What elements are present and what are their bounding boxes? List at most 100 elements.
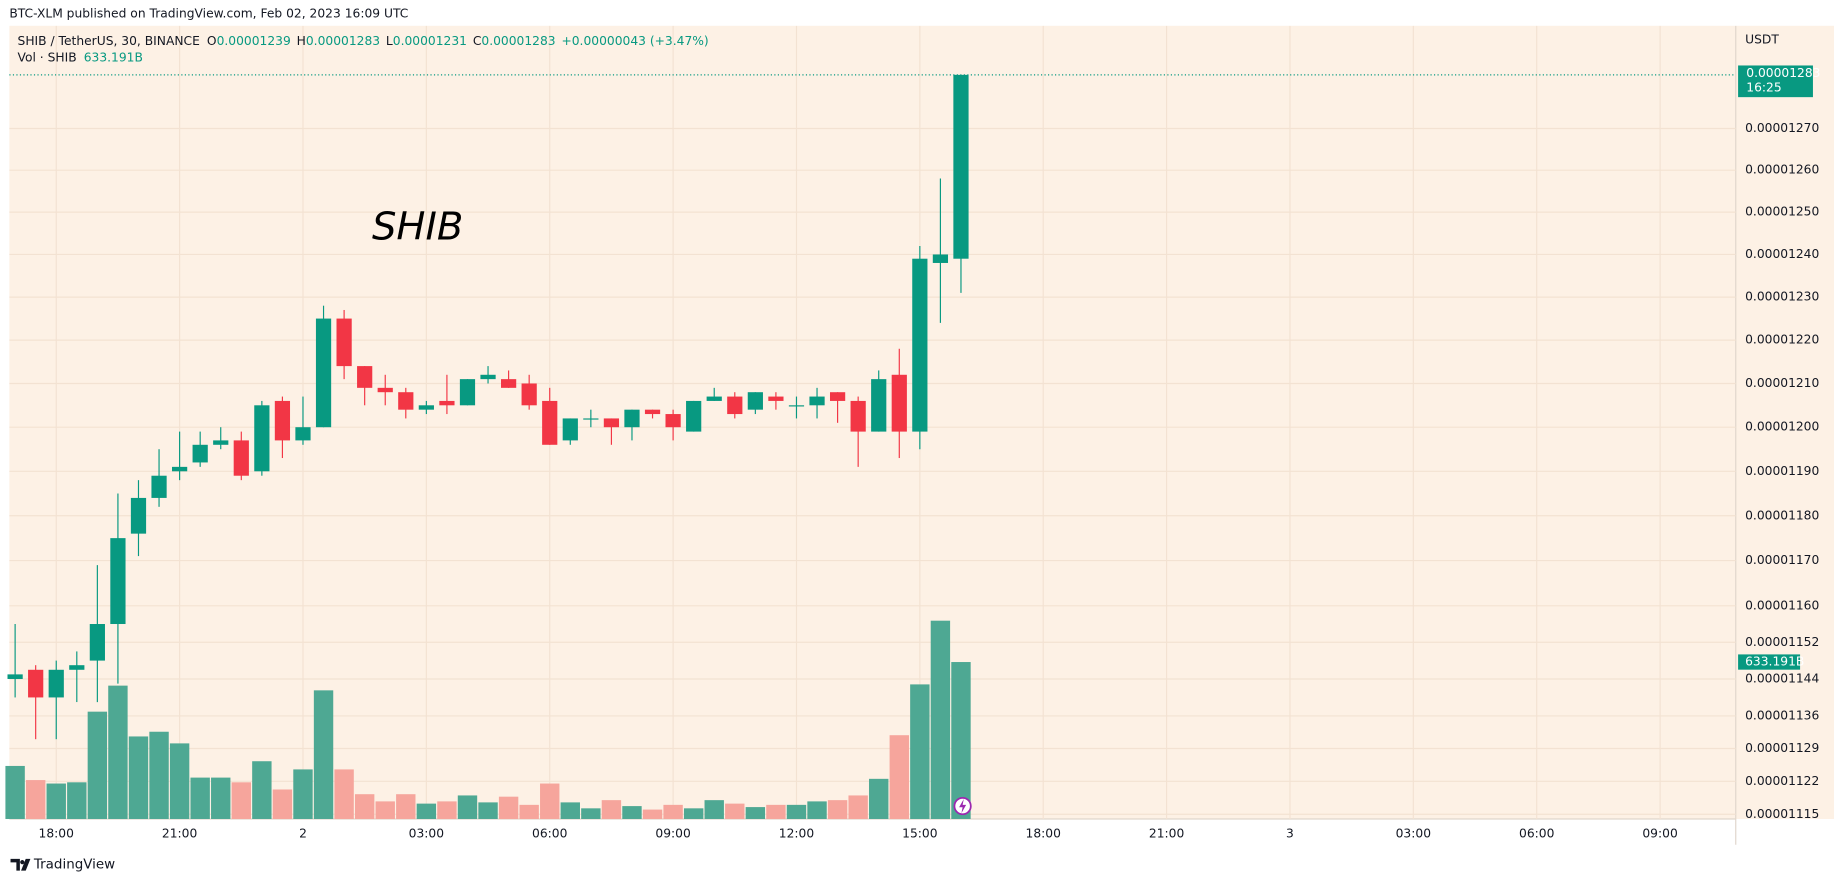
ohlc-key: C (473, 34, 482, 48)
volume-bar (642, 809, 663, 819)
volume-bar (190, 777, 210, 819)
ohlc-key: O (207, 34, 217, 48)
countdown-label: 16:25 (1746, 80, 1781, 94)
currency: USDT (1745, 32, 1779, 46)
volume-bar (622, 806, 642, 819)
brand: TradingView (33, 857, 115, 873)
candle-body (439, 400, 455, 406)
y-tick-label: 0.00001220 (1745, 333, 1819, 347)
x-tick-label: 3 (1286, 827, 1294, 841)
volume-bar (396, 794, 416, 819)
y-tick-label: 0.00001210 (1745, 376, 1819, 390)
candle-body (336, 318, 352, 367)
volume-bar (211, 777, 231, 819)
candle-body (829, 392, 846, 401)
brand-mark (10, 858, 31, 871)
volume-bar (457, 795, 478, 819)
brand-logo: TradingView (10, 857, 115, 873)
last-price-box (1738, 65, 1813, 98)
last-price-label: 0.00001283 (1746, 66, 1820, 80)
candle-body (130, 497, 147, 534)
volume-bar (601, 800, 622, 819)
volume-bar (478, 802, 498, 819)
volume-bar (540, 783, 560, 819)
ohlc-value: 0.00001283 (306, 34, 380, 48)
symbol-line: SHIB / TetherUS, 30, BINANCE (18, 34, 200, 48)
y-tick-label: 0.00001144 (1745, 671, 1819, 685)
x-tick-label: 2 (299, 827, 307, 841)
volume-bar (313, 690, 334, 819)
candle-body (480, 374, 496, 380)
candle-body (624, 409, 640, 428)
candle-body (603, 418, 620, 428)
x-tick-label: 09:00 (1642, 827, 1677, 841)
y-tick-label: 0.00001250 (1745, 205, 1819, 219)
volume-bar (498, 796, 519, 819)
volume-bar (128, 736, 149, 819)
volume-bar (46, 783, 66, 819)
volume-bar (704, 800, 724, 819)
volume-bar (108, 685, 128, 819)
candle-body (274, 400, 291, 441)
candle-body (871, 379, 887, 432)
candle-body (665, 414, 681, 428)
candle-body (233, 440, 249, 476)
x-tick-label: 18:00 (39, 827, 74, 841)
candle-body (788, 405, 805, 407)
y-tick-label: 0.00001122 (1745, 774, 1819, 788)
volume-bar (807, 801, 827, 819)
candle-body (418, 405, 434, 410)
candle-body (213, 440, 229, 445)
volume-bar (663, 804, 683, 819)
candle-body (686, 400, 702, 432)
y-tick-label: 0.00001170 (1745, 553, 1819, 567)
volume-last-box (1738, 654, 1801, 670)
candle-body (7, 674, 23, 679)
y-tick-label: 0.00001270 (1745, 121, 1819, 135)
volume-bar (5, 765, 25, 819)
volume-bar (869, 778, 889, 819)
volume-bar (930, 620, 951, 819)
volume-bar (910, 684, 930, 819)
volume-bar (786, 804, 807, 819)
candle-body (500, 379, 517, 388)
candle-body (562, 418, 578, 441)
y-tick-label: 0.00001152 (1745, 635, 1819, 649)
y-tick-label: 0.00001200 (1745, 420, 1819, 434)
candle-body (89, 624, 105, 661)
candle-body (172, 466, 188, 472)
x-tick-label: 21:00 (1149, 827, 1184, 841)
x-tick-label: 18:00 (1026, 827, 1061, 841)
x-tick-label: 09:00 (655, 827, 690, 841)
candle-body (151, 475, 167, 498)
candle-body (295, 427, 311, 441)
volume-bar (334, 769, 354, 819)
candle-body (315, 318, 332, 428)
volume-bar (683, 808, 704, 819)
candle-body (809, 396, 825, 406)
ohlc-key: L (386, 34, 393, 48)
volume-bar (848, 795, 868, 819)
candle-body (850, 400, 866, 432)
y-tick-label: 0.00001260 (1745, 163, 1819, 177)
candle-body (953, 74, 969, 259)
volume-bar (745, 807, 766, 819)
volume-bar (272, 789, 293, 819)
y-tick-label: 0.00001129 (1745, 741, 1819, 755)
volume-bar (231, 782, 251, 819)
volume-bar (437, 801, 457, 819)
volume-bar (581, 808, 601, 819)
overlays: 0.00001270 0.00001260 0.00001250 0.00001240… (9, 65, 1820, 841)
x-tick-label: 03:00 (1396, 827, 1431, 841)
volume-bar (725, 803, 745, 819)
candle-body (747, 392, 763, 410)
candle-body (521, 383, 537, 406)
x-tick-label: 12:00 (779, 827, 814, 841)
candle-body (542, 400, 558, 445)
candles (7, 74, 969, 740)
candle-body (110, 538, 126, 625)
candle-body (48, 669, 64, 698)
candle-body (644, 409, 661, 415)
alert-icon (953, 796, 972, 816)
